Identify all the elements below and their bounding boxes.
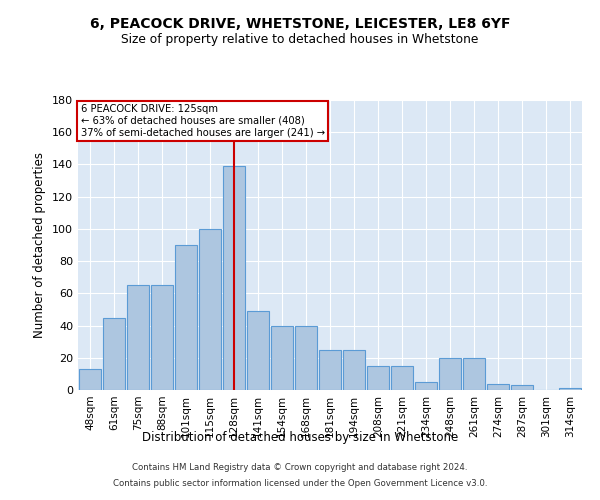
Text: Contains public sector information licensed under the Open Government Licence v3: Contains public sector information licen… (113, 478, 487, 488)
Bar (319, 350, 341, 390)
Bar (151, 286, 173, 390)
Bar (103, 318, 125, 390)
Bar (439, 358, 461, 390)
Bar (559, 388, 581, 390)
Y-axis label: Number of detached properties: Number of detached properties (34, 152, 46, 338)
Text: Size of property relative to detached houses in Whetstone: Size of property relative to detached ho… (121, 32, 479, 46)
Bar (223, 166, 245, 390)
Bar (343, 350, 365, 390)
Text: Distribution of detached houses by size in Whetstone: Distribution of detached houses by size … (142, 431, 458, 444)
Bar (367, 366, 389, 390)
Bar (463, 358, 485, 390)
Bar (415, 382, 437, 390)
Bar (391, 366, 413, 390)
Bar (487, 384, 509, 390)
Bar (79, 369, 101, 390)
Bar (511, 385, 533, 390)
Bar (295, 326, 317, 390)
Text: 6 PEACOCK DRIVE: 125sqm
← 63% of detached houses are smaller (408)
37% of semi-d: 6 PEACOCK DRIVE: 125sqm ← 63% of detache… (80, 104, 325, 138)
Bar (271, 326, 293, 390)
Bar (247, 311, 269, 390)
Bar (199, 229, 221, 390)
Text: Contains HM Land Registry data © Crown copyright and database right 2024.: Contains HM Land Registry data © Crown c… (132, 464, 468, 472)
Text: 6, PEACOCK DRIVE, WHETSTONE, LEICESTER, LE8 6YF: 6, PEACOCK DRIVE, WHETSTONE, LEICESTER, … (90, 18, 510, 32)
Bar (175, 245, 197, 390)
Bar (127, 286, 149, 390)
